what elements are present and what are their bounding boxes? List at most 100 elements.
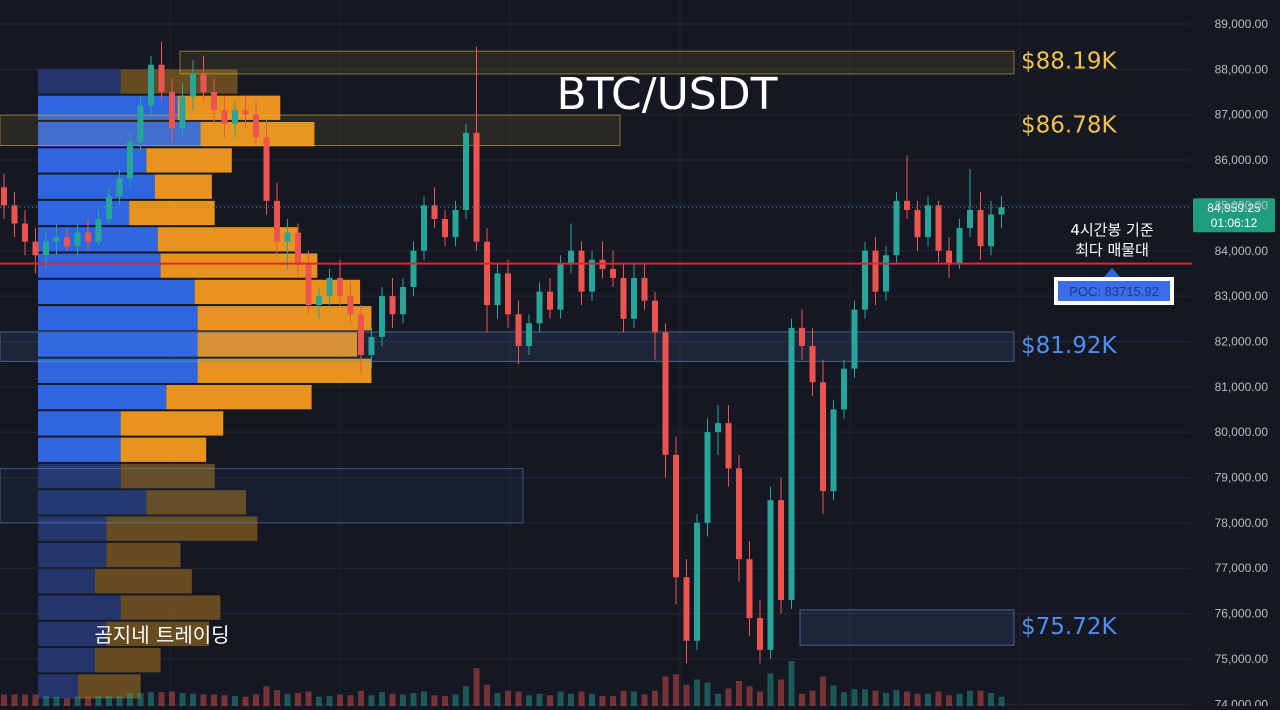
candle-body <box>872 250 879 292</box>
volume-bar <box>830 685 837 706</box>
y-tick-label: 88,000.00 <box>1215 62 1269 76</box>
volume-bar <box>967 690 973 706</box>
volume-bar <box>904 691 910 706</box>
volume-bar <box>274 690 280 706</box>
volume-bar <box>673 674 679 706</box>
volume-bar <box>736 681 742 706</box>
candle-body <box>221 110 228 124</box>
volume-bar <box>148 692 154 706</box>
candle-body <box>484 241 490 306</box>
resistance-zone <box>0 114 621 147</box>
y-tick-label: 87,000.00 <box>1215 108 1269 122</box>
volume-profile-buy-bar <box>38 279 195 305</box>
candle-body <box>694 522 700 641</box>
volume-bar <box>53 696 60 706</box>
volume-bar <box>137 693 144 706</box>
volume-bar <box>599 696 606 706</box>
volume-profile-buy-bar <box>38 595 121 620</box>
candle-body <box>22 223 28 242</box>
volume-bar <box>431 695 438 706</box>
candle-body <box>746 559 753 619</box>
volume-profile-buy-bar <box>38 95 178 120</box>
candle-body <box>137 105 144 142</box>
countdown-label: 01:06:12 <box>1211 216 1258 230</box>
volume-bar <box>368 695 375 706</box>
volume-bar <box>883 693 889 706</box>
volume-profile-buy-bar <box>38 437 121 462</box>
volume-profile-sell-bar <box>95 648 161 673</box>
y-tick-label: 79,000.00 <box>1215 471 1269 485</box>
candle-body <box>536 291 543 324</box>
y-tick-label: 76,000.00 <box>1215 607 1269 621</box>
volume-bar <box>526 695 532 706</box>
volume-bar <box>326 696 333 706</box>
brand-watermark: 곰지네 트레이딩 <box>94 623 229 647</box>
volume-bar <box>851 689 858 706</box>
candle-body <box>347 296 354 315</box>
volume-bar <box>305 691 312 706</box>
candle-body <box>683 577 690 641</box>
volume-profile-sell-bar <box>160 253 318 278</box>
candle-body <box>190 73 196 97</box>
candle-body <box>977 209 984 247</box>
level-label: $75.72K <box>1021 614 1117 640</box>
volume-bar <box>1 694 7 706</box>
candle-body <box>410 250 417 288</box>
volume-profile-buy-bar <box>38 542 107 568</box>
volume-bar <box>715 693 721 706</box>
candle-body <box>389 296 396 315</box>
volume-bar <box>778 679 784 706</box>
volume-bar <box>211 694 217 706</box>
volume-profile-buy-bar <box>38 648 95 673</box>
candle-body <box>767 500 774 650</box>
candle-body <box>242 110 249 115</box>
candle-body <box>809 345 816 383</box>
candle-body <box>421 205 427 251</box>
volume-bar <box>568 693 574 706</box>
candle-body <box>652 300 658 333</box>
volume-profile-buy-bar <box>38 69 121 94</box>
volume-bar <box>694 679 700 706</box>
volume-bar <box>547 695 553 706</box>
volume-profile-buy-bar <box>38 384 167 410</box>
candle-body <box>799 327 805 346</box>
candle-body <box>127 141 133 179</box>
candle-body <box>788 327 795 600</box>
volume-bar <box>652 690 658 706</box>
poc-arrow <box>1104 268 1120 277</box>
volume-bar <box>253 694 259 706</box>
candle-body <box>326 277 333 297</box>
support-zone <box>0 331 1015 362</box>
poc-box <box>1058 281 1170 301</box>
volume-profile-sell-bar <box>194 279 361 305</box>
volume-bar <box>337 694 343 706</box>
volume-bar <box>977 690 984 706</box>
volume-profile-sell-bar <box>95 569 192 594</box>
y-tick-label: 83,000.00 <box>1215 289 1269 303</box>
volume-profile-sell-bar <box>120 595 221 620</box>
volume-profile-sell-bar <box>197 306 372 331</box>
volume-bar <box>610 696 616 706</box>
y-tick-label: 89,000.00 <box>1215 17 1269 31</box>
volume-bar <box>809 690 816 706</box>
volume-bar <box>316 696 322 706</box>
volume-bar <box>641 694 648 706</box>
candle-body <box>568 250 574 265</box>
volume-profile-sell-bar <box>120 437 207 462</box>
volume-bar <box>946 695 952 706</box>
volume-bar <box>704 682 711 706</box>
candle-body <box>295 232 301 265</box>
volume-bar <box>85 696 91 706</box>
volume-bar <box>935 691 942 706</box>
candle-body <box>704 432 711 523</box>
candle-body <box>494 273 501 306</box>
volume-bar <box>43 696 49 706</box>
volume-bar <box>893 690 900 706</box>
candle-body <box>158 64 165 93</box>
candle-body <box>211 92 217 111</box>
candle-body <box>778 500 784 600</box>
candle-body <box>673 454 679 578</box>
volume-bar <box>400 694 406 706</box>
